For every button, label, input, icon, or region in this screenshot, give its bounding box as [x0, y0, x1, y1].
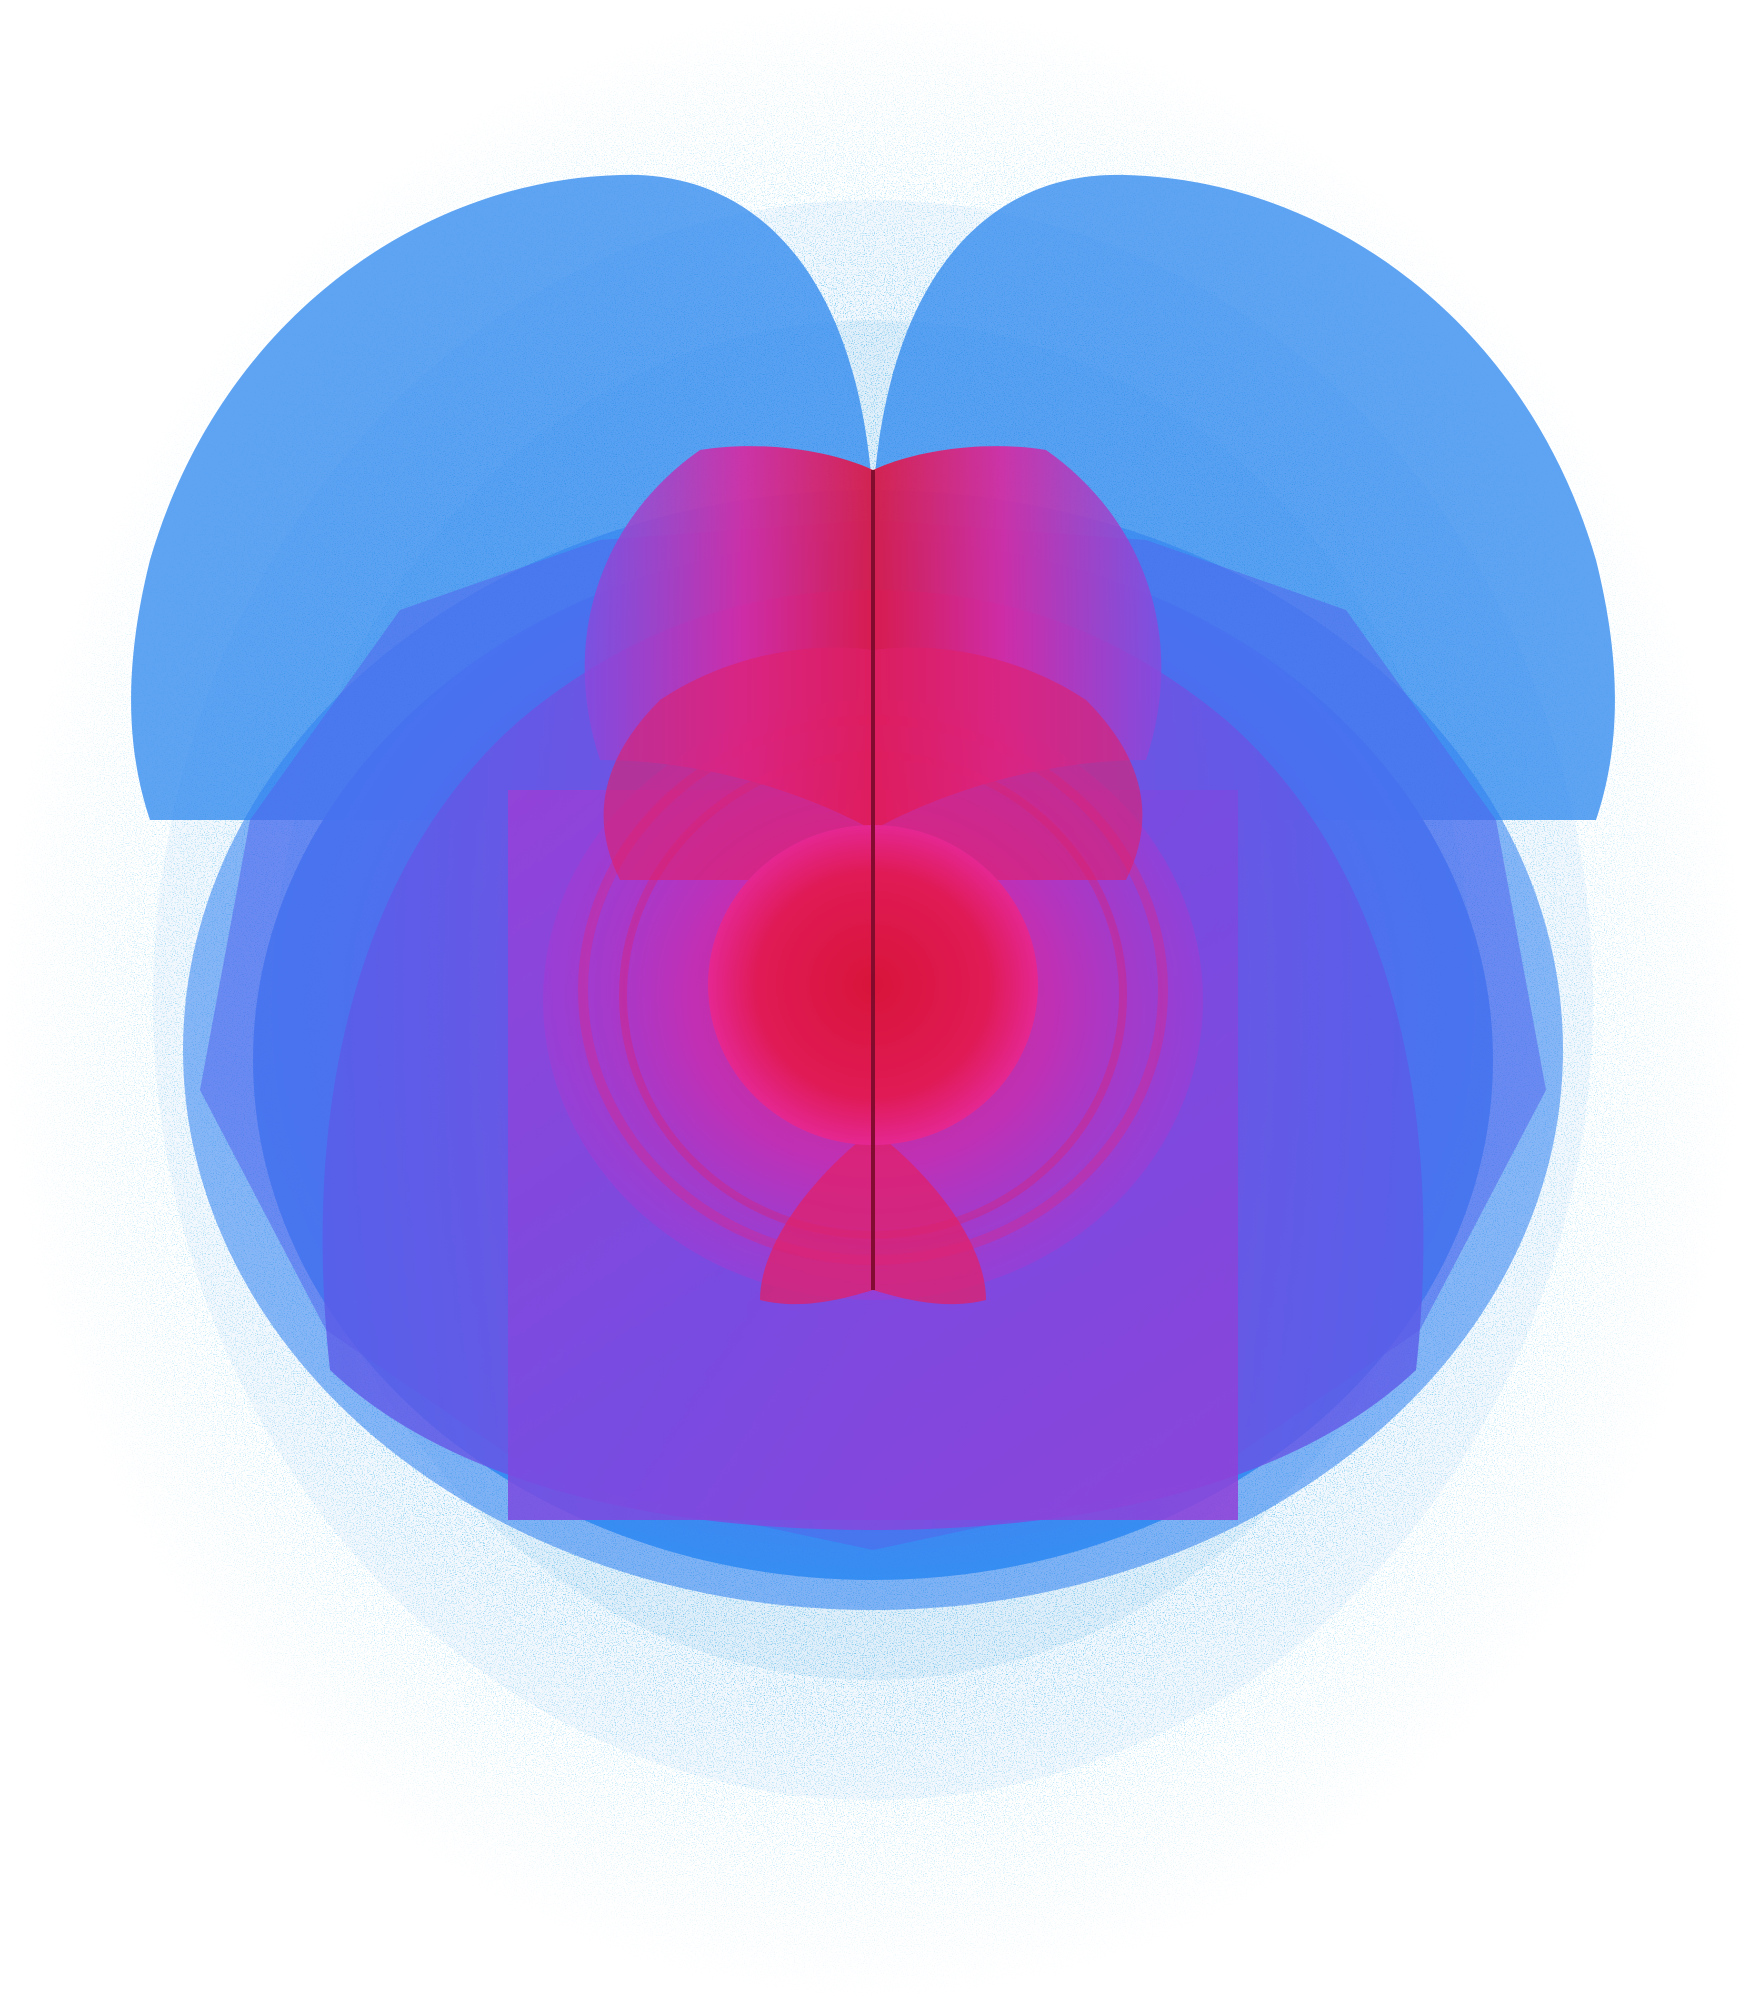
petal-fan — [584, 446, 1162, 880]
lower-petals — [760, 1130, 986, 1305]
